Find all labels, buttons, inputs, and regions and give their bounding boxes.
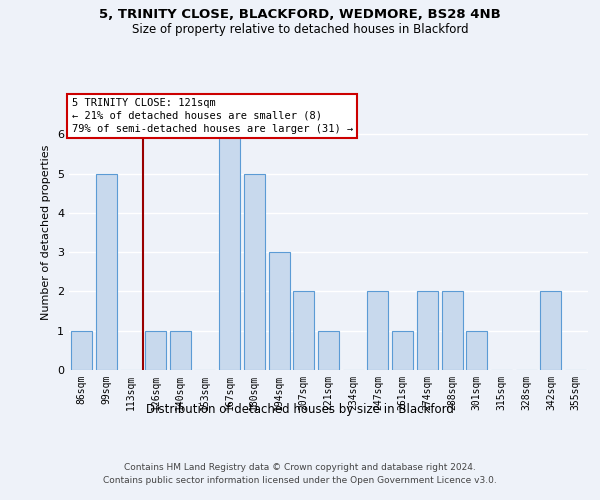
- Y-axis label: Number of detached properties: Number of detached properties: [41, 145, 52, 320]
- Text: 5 TRINITY CLOSE: 121sqm
← 21% of detached houses are smaller (8)
79% of semi-det: 5 TRINITY CLOSE: 121sqm ← 21% of detache…: [71, 98, 353, 134]
- Bar: [269, 252, 290, 370]
- Text: 5, TRINITY CLOSE, BLACKFORD, WEDMORE, BS28 4NB: 5, TRINITY CLOSE, BLACKFORD, WEDMORE, BS…: [99, 8, 501, 20]
- Bar: [367, 292, 388, 370]
- Bar: [244, 174, 265, 370]
- Text: Size of property relative to detached houses in Blackford: Size of property relative to detached ho…: [131, 22, 469, 36]
- Bar: [318, 330, 339, 370]
- Text: Contains HM Land Registry data © Crown copyright and database right 2024.: Contains HM Land Registry data © Crown c…: [124, 462, 476, 471]
- Text: Distribution of detached houses by size in Blackford: Distribution of detached houses by size …: [146, 402, 454, 415]
- Bar: [417, 292, 438, 370]
- Bar: [219, 134, 240, 370]
- Bar: [145, 330, 166, 370]
- Bar: [541, 292, 562, 370]
- Bar: [95, 174, 116, 370]
- Bar: [442, 292, 463, 370]
- Bar: [392, 330, 413, 370]
- Bar: [170, 330, 191, 370]
- Bar: [466, 330, 487, 370]
- Text: Contains public sector information licensed under the Open Government Licence v3: Contains public sector information licen…: [103, 476, 497, 485]
- Bar: [293, 292, 314, 370]
- Bar: [71, 330, 92, 370]
